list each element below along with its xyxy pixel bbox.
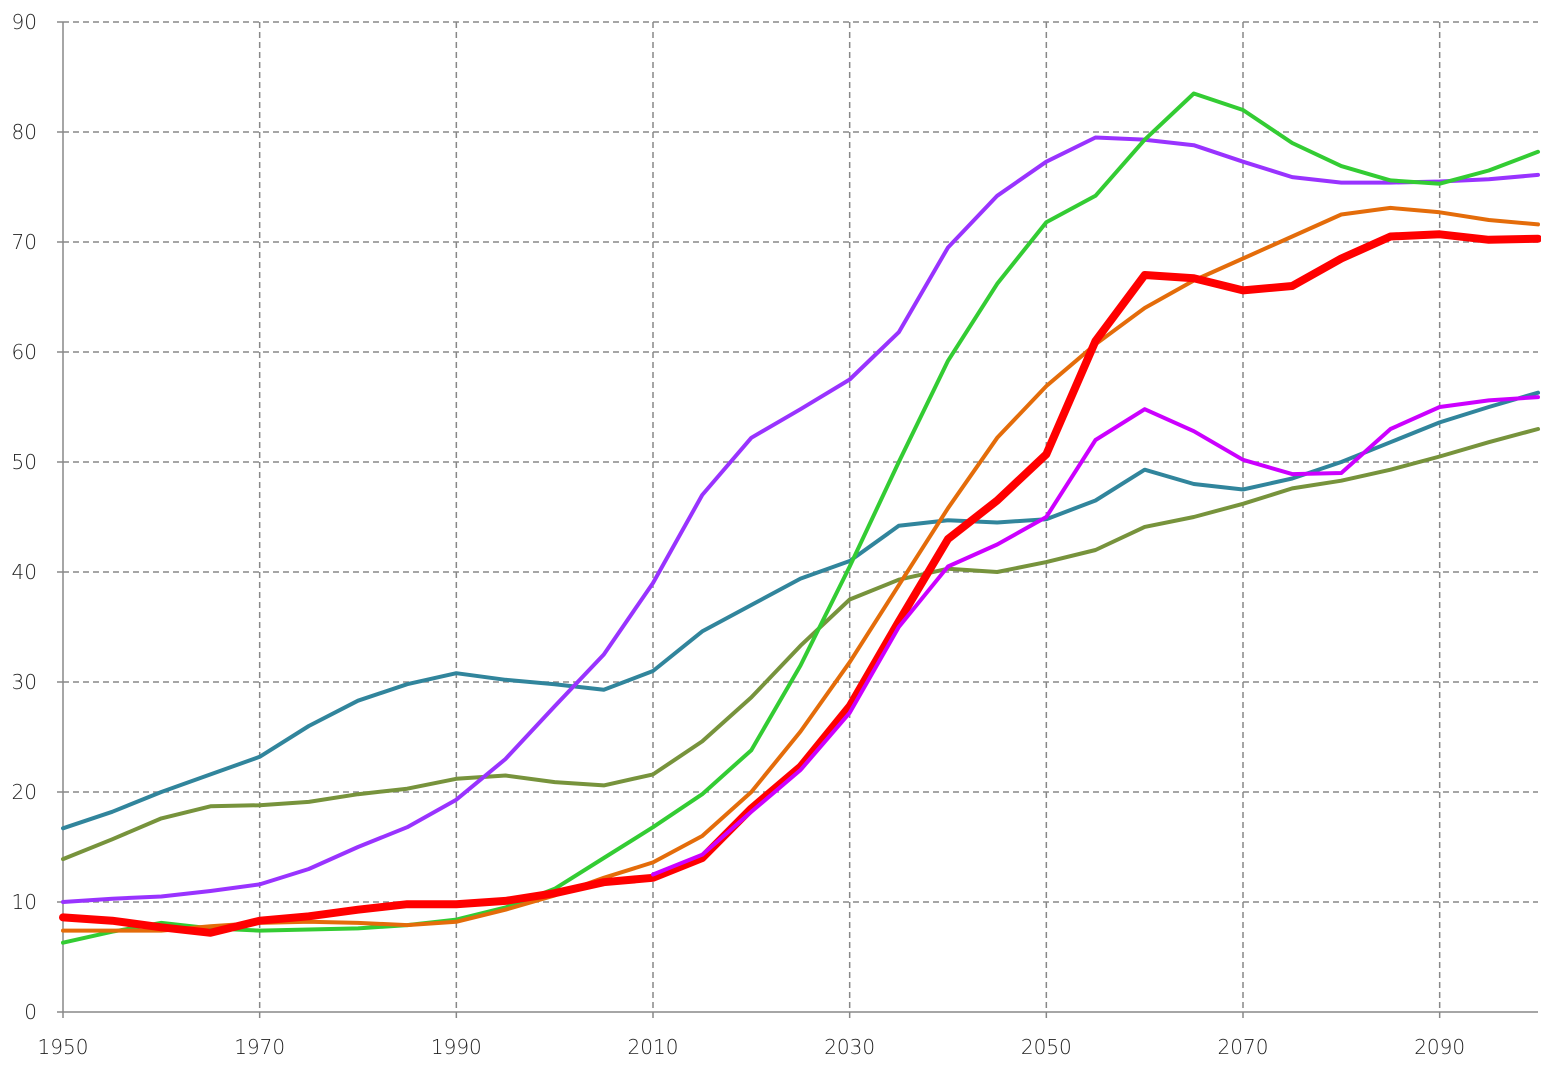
series-line [61, 91, 1540, 945]
y-tick-label: 80 [12, 120, 37, 144]
series-line [61, 390, 1540, 831]
x-tick-label: 1970 [234, 1035, 285, 1059]
y-tick-label: 30 [12, 670, 37, 694]
series-line [61, 205, 1540, 933]
x-tick-label: 1990 [431, 1035, 482, 1059]
y-tick-label: 50 [12, 450, 37, 474]
x-tick-label: 2070 [1218, 1035, 1269, 1059]
series-line [59, 230, 1541, 937]
y-tick-label: 0 [24, 1000, 37, 1024]
x-tick-label: 2090 [1414, 1035, 1465, 1059]
y-tick-label: 10 [12, 890, 37, 914]
y-tick-label: 70 [12, 230, 37, 254]
x-tick-label: 2010 [628, 1035, 679, 1059]
series-line [61, 135, 1540, 904]
x-tick-label: 1950 [38, 1035, 89, 1059]
y-tick-label: 20 [12, 780, 37, 804]
series-line [61, 427, 1540, 862]
x-tick-label: 2030 [824, 1035, 875, 1059]
y-tick-label: 40 [12, 560, 37, 584]
series-line [651, 395, 1540, 877]
y-tick-label: 90 [12, 10, 37, 34]
x-tick-label: 2050 [1021, 1035, 1072, 1059]
y-tick-label: 60 [12, 340, 37, 364]
